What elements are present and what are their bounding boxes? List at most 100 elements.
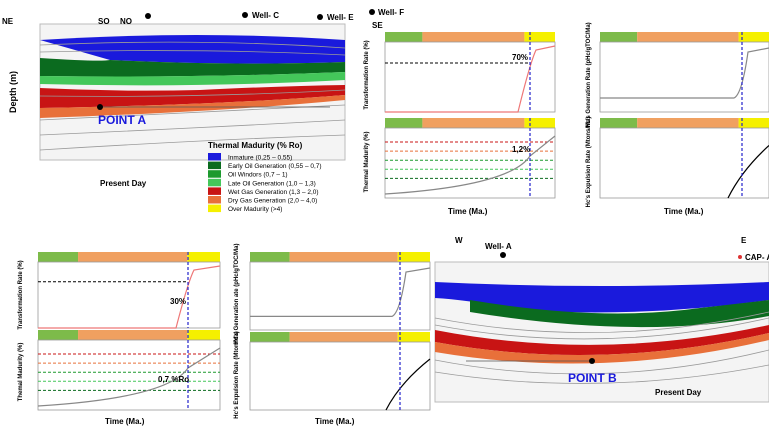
header-green (38, 252, 79, 262)
header-orange (289, 252, 398, 262)
axis-label: Time (Ma.) (105, 417, 145, 426)
band (435, 333, 769, 364)
header-orange (289, 332, 398, 342)
header-yellow (187, 252, 220, 262)
label: CAP- A (745, 253, 769, 262)
point-marker (589, 358, 595, 364)
well-marker (500, 252, 506, 258)
axis-label: Transformation Rate (%) (364, 40, 370, 109)
age-label: Present Day (655, 388, 702, 397)
curve (385, 45, 556, 113)
legend-swatch (208, 196, 221, 204)
axis-label: Time (Ma.) (315, 417, 355, 426)
label: Well- C (252, 11, 279, 20)
value-label: 30% (170, 297, 186, 306)
legend-label: Inmature (0,25 – 0,55) (228, 155, 292, 162)
curve (727, 145, 769, 199)
horizon (434, 311, 769, 384)
band (435, 325, 769, 356)
band (435, 282, 769, 313)
horizon (39, 41, 346, 151)
band (40, 58, 345, 77)
header-green (38, 330, 79, 340)
curve (38, 265, 221, 329)
header-yellow (397, 332, 430, 342)
header-orange (637, 118, 739, 128)
legend-swatch (208, 153, 221, 161)
header-orange (422, 32, 525, 42)
legend-label: Wet Gas Generation (1,3 – 2,0) (228, 189, 319, 196)
legend-label: Over Madurity (>4) (228, 206, 282, 213)
header-orange (422, 118, 525, 128)
label: NE (2, 17, 14, 26)
axis-label: Thermal Madurity (%) (364, 131, 370, 192)
label: NO (120, 17, 132, 26)
header-green (250, 252, 290, 262)
value-label: 70% (512, 53, 528, 62)
well-marker (145, 13, 151, 19)
curve (385, 358, 431, 411)
header-yellow (738, 32, 769, 42)
legend: Inmature (0,25 – 0,55)Early Oil Generati… (208, 153, 322, 213)
header-yellow (524, 32, 555, 42)
axis-label: Themal Madurity (%) (18, 343, 24, 402)
axis-label: Transformation Rate (%) (18, 260, 24, 329)
legend-label: Dry Gas Generation (2,0 – 4,0) (228, 198, 317, 205)
label: Well- A (485, 242, 512, 251)
well-marker (369, 9, 375, 15)
value-label: 1,2% (512, 145, 530, 154)
value-label: 0,7 %Ro (158, 375, 189, 384)
label: Well- E (327, 13, 354, 22)
legend-label: Late Oil Generation (1,0 – 1,3) (228, 180, 316, 187)
curve (384, 135, 556, 195)
label: Well- F (378, 8, 404, 17)
plot-box (249, 261, 431, 331)
well-marker (738, 255, 742, 259)
point-label: POINT B (568, 371, 617, 385)
header-green (600, 118, 638, 128)
band (470, 300, 769, 328)
header-yellow (524, 118, 555, 128)
axis-label: Hc's Generation ate (pHc/gTOC/Ma) (234, 243, 240, 344)
header-green (385, 32, 423, 42)
header-orange (78, 252, 188, 262)
header-yellow (397, 252, 430, 262)
curve (37, 347, 221, 407)
band (40, 95, 345, 118)
header-green (385, 118, 423, 128)
band (40, 85, 345, 108)
plot-box (37, 339, 221, 411)
header-orange (78, 330, 188, 340)
label: SO (98, 17, 110, 26)
axis-label: Depth (m) (8, 71, 18, 113)
point-label: POINT A (98, 113, 147, 127)
label: E (741, 236, 747, 245)
header-green (250, 332, 290, 342)
legend-swatch (208, 178, 221, 187)
axis-label: Hc's Expulsion Rate (Mtons/Ma) (586, 117, 592, 208)
section-bottom: W Well- A E CAP- A POINT B Present Day (434, 236, 769, 403)
axis-label: Time (Ma.) (664, 207, 704, 216)
axis-label: Time (Ma.) (448, 207, 488, 216)
plot-box (599, 127, 769, 199)
plot-box (599, 41, 769, 113)
point-marker (97, 104, 103, 110)
section-top: NE SO NO Well- C Well- E Well- F SE Dept… (2, 8, 404, 213)
plot-box (384, 127, 556, 199)
header-orange (637, 32, 739, 42)
label: W (455, 236, 463, 245)
legend-label: Early Oil Generation (0,55 – 0,7) (228, 163, 322, 170)
header-green (600, 32, 638, 42)
axis-label: Hc's Expulsion Rate (Mton/Ma) (234, 331, 240, 418)
legend-title: Thermal Madurity (% Ro) (208, 141, 303, 150)
legend-swatch (208, 170, 221, 178)
plot-box (249, 341, 431, 411)
label: SE (372, 21, 383, 30)
legend-swatch (208, 161, 221, 170)
well-marker (317, 14, 323, 20)
header-yellow (738, 118, 769, 128)
legend-swatch (208, 204, 221, 213)
age-label: Present Day (100, 179, 147, 188)
well-marker (242, 12, 248, 18)
